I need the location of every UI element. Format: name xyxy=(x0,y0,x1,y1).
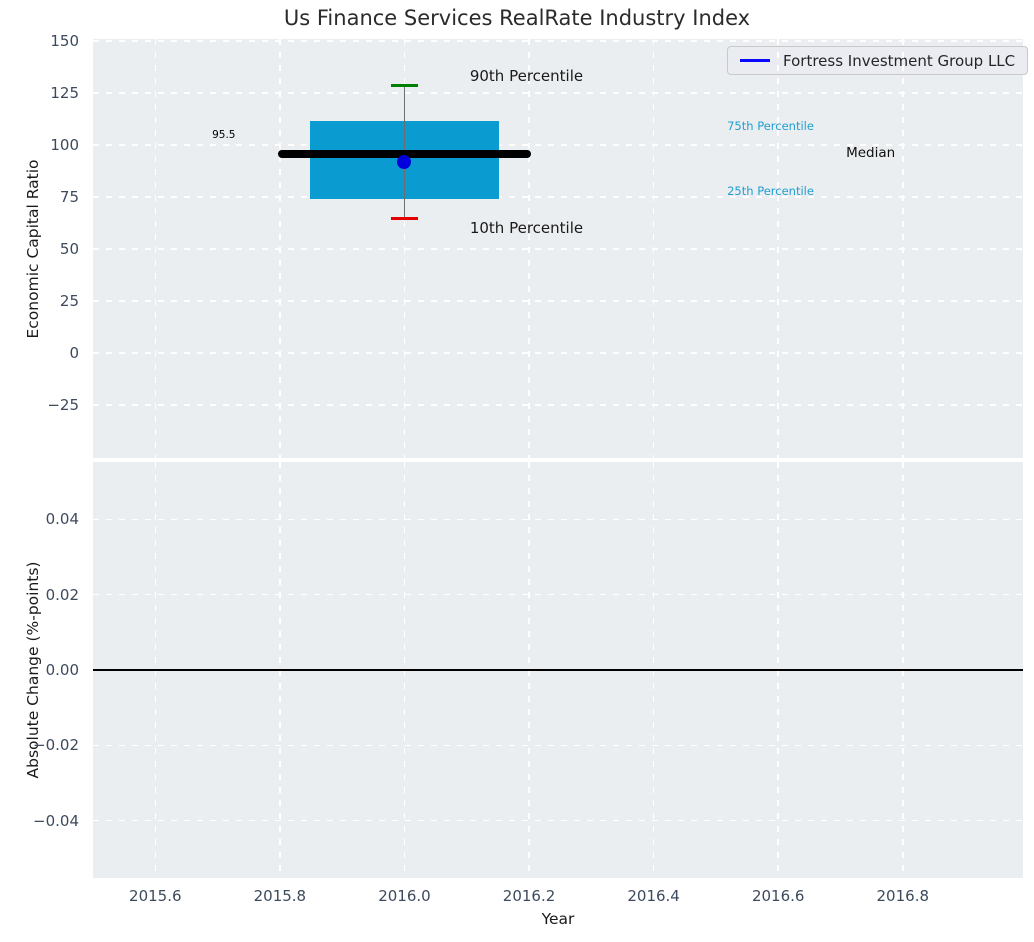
y-tick-label: −0.04 xyxy=(33,811,79,830)
gridline-horizontal xyxy=(93,196,1023,198)
y-tick-label: −0.02 xyxy=(33,736,79,755)
x-tick-label: 2016.4 xyxy=(627,887,680,905)
gridline-horizontal xyxy=(93,819,1023,822)
x-tick-label: 2016.8 xyxy=(876,887,930,905)
gridline-horizontal xyxy=(93,300,1023,302)
y-tick-label: 25 xyxy=(59,292,79,310)
y-tick-label: 50 xyxy=(59,240,79,259)
gridline-horizontal xyxy=(93,744,1023,747)
gridline-horizontal xyxy=(93,92,1023,94)
y-tick-label: 0.04 xyxy=(45,510,79,529)
legend-line-swatch xyxy=(740,59,770,62)
y-tick-label: 150 xyxy=(50,32,79,51)
gridline-horizontal xyxy=(93,404,1023,406)
x-axis-label: Year xyxy=(541,910,575,928)
y-tick-label: 0.02 xyxy=(45,585,79,604)
y-tick-label: −25 xyxy=(47,395,79,414)
gridline-horizontal xyxy=(93,40,1023,42)
y-tick-label: 0.00 xyxy=(45,661,79,679)
gridline-horizontal xyxy=(93,518,1023,521)
x-tick-label: 2016.0 xyxy=(378,887,431,905)
annotation-25th-percentile: 25th Percentile xyxy=(727,183,814,198)
company-point xyxy=(397,154,412,169)
y-tick-label: 0 xyxy=(69,343,79,362)
gridline-horizontal xyxy=(93,144,1023,146)
x-tick-label: 2016.2 xyxy=(502,887,556,905)
whisker-cap-90 xyxy=(391,84,418,88)
gridline-horizontal xyxy=(93,352,1023,354)
y-tick-label: 75 xyxy=(59,188,79,207)
annotation-median: Median xyxy=(846,145,896,162)
annotation-10th-percentile: 10th Percentile xyxy=(469,219,584,238)
gridline-horizontal xyxy=(93,593,1023,596)
x-tick-label: 2015.8 xyxy=(253,887,307,905)
whisker-cap-10 xyxy=(391,217,418,221)
legend-label: Fortress Investment Group LLC xyxy=(783,51,1016,70)
x-tick-label: 2015.6 xyxy=(129,887,182,905)
annotation-95-5: 95.5 xyxy=(212,128,236,141)
chart-title: Us Finance Services RealRate Industry In… xyxy=(283,6,751,30)
y-tick-label: 100 xyxy=(50,136,79,155)
median-line xyxy=(278,150,531,159)
annotation-90th-percentile: 90th Percentile xyxy=(469,67,584,86)
y-tick-label: 125 xyxy=(50,84,79,103)
gridline-horizontal xyxy=(93,248,1023,250)
x-tick-label: 2016.6 xyxy=(751,887,805,905)
annotation-75th-percentile: 75th Percentile xyxy=(727,119,814,134)
legend: Fortress Investment Group LLC xyxy=(727,46,1029,75)
zero-line xyxy=(93,669,1023,671)
